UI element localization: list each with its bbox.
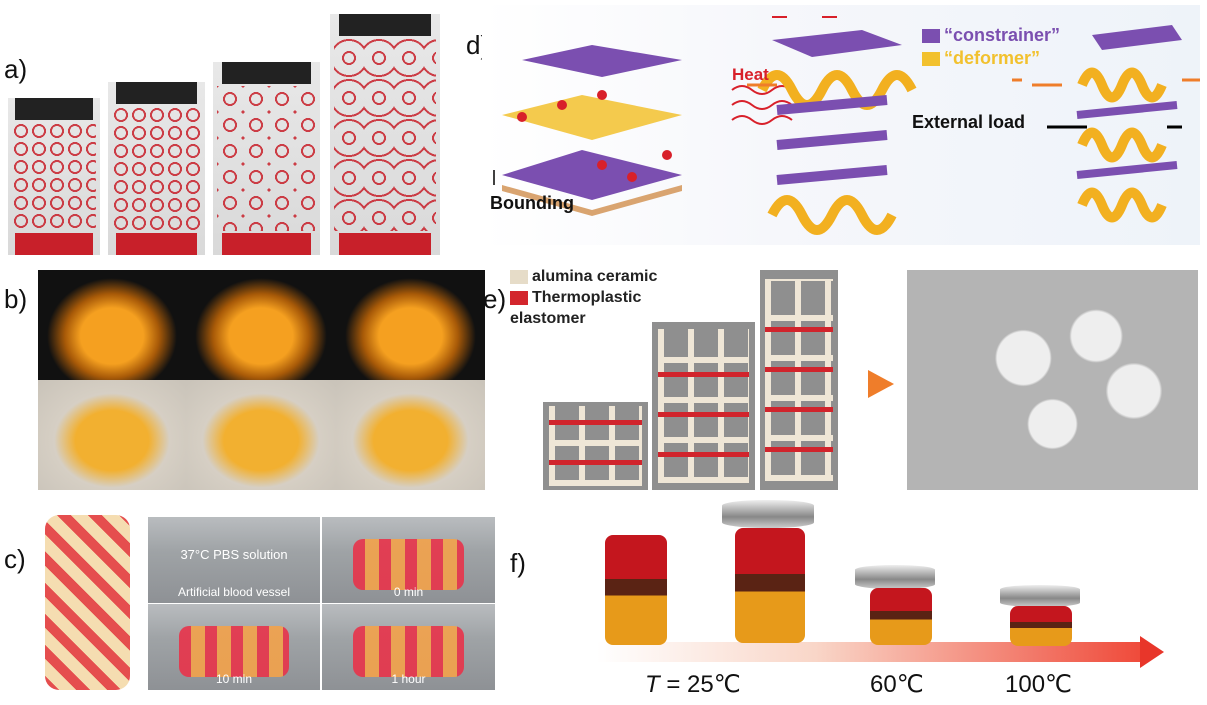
panel-e-legend: alumina ceramic Thermoplastic elastomer xyxy=(510,266,657,329)
panel-a-photo-2 xyxy=(108,82,205,255)
temperature-arrow-shaft xyxy=(597,642,1142,662)
temp-label-60: 60℃ xyxy=(870,671,924,698)
time-label: 10 min xyxy=(215,672,253,686)
ceramic-text: alumina ceramic xyxy=(532,268,658,285)
vessel-text: Artificial blood vessel xyxy=(177,585,291,599)
arrow-right-icon xyxy=(868,370,894,398)
panel-b-label: b) xyxy=(4,284,28,314)
panel-e-label: e) xyxy=(483,284,507,314)
external-load-label: External load xyxy=(912,112,1026,132)
panel-e-lattice-3 xyxy=(760,270,838,490)
legend-constrainer: “constrainer” xyxy=(922,25,1060,46)
panel-f-label: f) xyxy=(510,548,526,578)
panel-d-diagram: Heat Bounding “constrainer” “deformer” E… xyxy=(482,5,1200,245)
panel-b-lattice-3 xyxy=(336,380,485,490)
panel-b-flower-3 xyxy=(336,270,485,380)
coin-stack xyxy=(1000,585,1080,607)
panel-c-vessel-10min: 10 min xyxy=(148,604,320,690)
panel-c-label: c) xyxy=(4,544,26,574)
panel-c-stent-photo xyxy=(45,515,130,690)
constrainer-text: “constrainer” xyxy=(944,25,1061,45)
time-label: 0 min xyxy=(393,585,424,599)
panel-c-vessel-0min: 0 min xyxy=(322,517,495,603)
panel-f-sample-4 xyxy=(1010,606,1072,646)
layer-diagram xyxy=(493,16,1200,235)
elastomer-text-line2: elastomer xyxy=(510,310,586,327)
panel-b-flower-1 xyxy=(38,270,186,380)
constrainer-swatch xyxy=(922,29,940,44)
panel-a-photo-4 xyxy=(330,14,440,255)
panel-f-sample-1 xyxy=(605,535,667,645)
panel-b-lattice-1 xyxy=(38,380,186,490)
elastomer-swatch xyxy=(510,290,528,305)
panel-e-lattice-1 xyxy=(543,402,648,490)
deformer-swatch xyxy=(922,52,940,67)
deformer-text: “deformer” xyxy=(944,48,1041,68)
temp-value: = 25℃ xyxy=(659,671,741,698)
panel-c-vessel-1hour: 1 hour xyxy=(322,604,495,690)
temperature-arrow-head-icon xyxy=(1140,636,1164,668)
time-label: 1 hour xyxy=(391,672,426,686)
panel-a-photo-1 xyxy=(8,98,100,255)
panel-f-sample-2 xyxy=(735,528,805,643)
bounding-label: Bounding xyxy=(490,193,574,213)
heat-label: Heat xyxy=(732,65,769,84)
temp-symbol: T xyxy=(645,671,660,698)
panel-f-sample-3 xyxy=(870,588,932,645)
pbs-solution-text: 37°C PBS solution xyxy=(180,547,288,562)
temp-label-100: 100℃ xyxy=(1005,671,1072,698)
panel-a-photo-3 xyxy=(213,62,320,255)
coin-stack xyxy=(722,500,814,528)
elastomer-text: Thermoplastic xyxy=(532,289,642,306)
legend-deformer: “deformer” xyxy=(922,48,1040,69)
coin-stack xyxy=(855,565,935,589)
panel-b-flower-2 xyxy=(186,270,336,380)
ceramic-swatch xyxy=(510,269,528,284)
panel-e-lattice-2 xyxy=(652,322,755,490)
temp-label-25: T = 25℃ xyxy=(645,670,741,699)
panel-b-lattice-2 xyxy=(186,380,336,490)
panel-c-vessel-empty: 37°C PBS solution Artificial blood vesse… xyxy=(148,517,320,603)
panel-e-3d-structure xyxy=(907,270,1198,490)
panel-a-label: a) xyxy=(4,54,28,84)
